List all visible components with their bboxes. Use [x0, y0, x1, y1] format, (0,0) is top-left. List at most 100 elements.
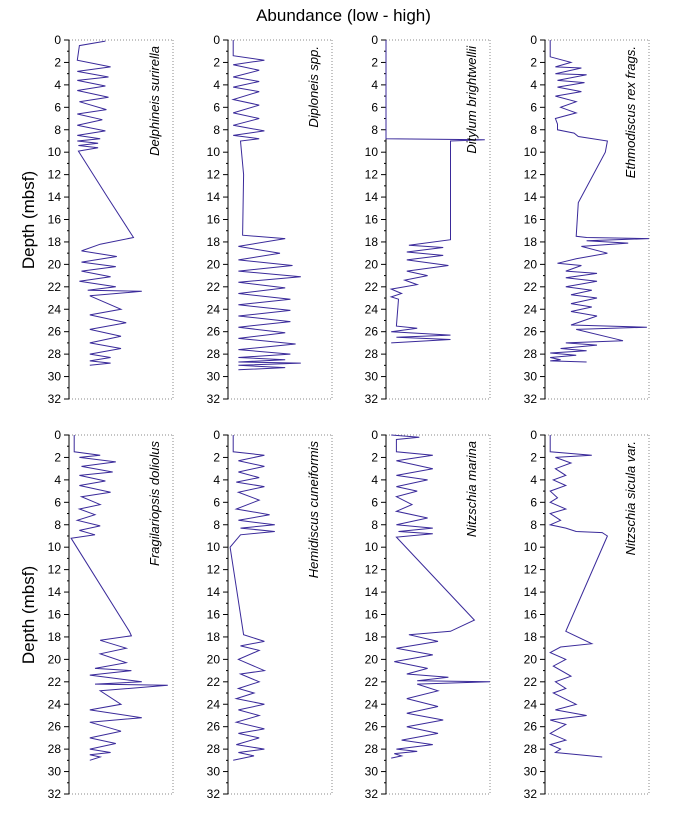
panel-hemidiscus-cuneiformis: 02468101214161820222426283032Hemidiscus …: [207, 428, 333, 801]
y-tick-label: 30: [524, 370, 538, 384]
y-tick-label: 30: [207, 370, 221, 384]
y-tick-label: 0: [530, 428, 537, 442]
y-tick-label: 14: [365, 585, 379, 599]
y-axis-label-top: Depth (mbsf): [19, 171, 38, 269]
y-tick-label: 18: [48, 235, 62, 249]
y-tick-label: 28: [524, 347, 538, 361]
y-tick-label: 18: [207, 235, 221, 249]
y-tick-label: 16: [48, 213, 62, 227]
series-line-hemidiscus-cuneiformis: [229, 435, 275, 761]
y-tick-label: 4: [530, 78, 537, 92]
series-line-diploneis-spp: [231, 40, 301, 371]
y-tick-label: 20: [48, 652, 62, 666]
y-tick-label: 18: [207, 630, 221, 644]
series-label: Hemidiscus cuneiformis: [306, 441, 321, 579]
y-tick-label: 12: [524, 563, 538, 577]
y-tick-label: 4: [213, 78, 220, 92]
y-tick-label: 4: [371, 473, 378, 487]
y-tick-label: 32: [524, 392, 538, 406]
y-tick-label: 4: [530, 473, 537, 487]
y-tick-label: 24: [207, 302, 221, 316]
series-label: Nitzschia marina: [464, 441, 479, 537]
y-tick-label: 20: [524, 257, 538, 271]
y-tick-label: 32: [207, 787, 221, 801]
y-tick-label: 24: [48, 697, 62, 711]
y-tick-label: 12: [365, 168, 379, 182]
y-tick-label: 22: [365, 675, 379, 689]
y-tick-label: 10: [365, 540, 379, 554]
y-tick-label: 26: [524, 720, 538, 734]
y-tick-label: 8: [530, 123, 537, 137]
series-line-nitzschia-sicula-var: [548, 435, 609, 758]
y-tick-label: 8: [371, 518, 378, 532]
y-tick-label: 16: [524, 213, 538, 227]
y-tick-label: 16: [48, 608, 62, 622]
y-tick-label: 16: [524, 608, 538, 622]
y-tick-label: 8: [371, 123, 378, 137]
y-tick-label: 20: [48, 257, 62, 271]
series-line-ethmodiscus-rex-frags: [549, 40, 650, 363]
y-tick-label: 14: [207, 585, 221, 599]
y-tick-label: 8: [213, 123, 220, 137]
y-tick-label: 18: [524, 235, 538, 249]
y-tick-label: 28: [48, 347, 62, 361]
y-tick-label: 26: [524, 325, 538, 339]
y-tick-label: 18: [365, 630, 379, 644]
y-tick-label: 10: [365, 145, 379, 159]
y-tick-label: 16: [365, 213, 379, 227]
y-tick-label: 2: [371, 450, 378, 464]
series-label: Nitzschia sicula var.: [623, 441, 638, 555]
y-tick-label: 30: [48, 370, 62, 384]
y-tick-label: 30: [48, 765, 62, 779]
y-tick-label: 32: [207, 392, 221, 406]
y-tick-label: 4: [371, 78, 378, 92]
series-label: Fragilariopsis doliolus: [147, 441, 162, 566]
y-tick-label: 14: [524, 585, 538, 599]
y-tick-label: 16: [207, 213, 221, 227]
y-tick-label: 2: [213, 55, 220, 69]
y-tick-label: 0: [54, 428, 61, 442]
y-tick-label: 26: [207, 720, 221, 734]
y-tick-label: 18: [524, 630, 538, 644]
y-tick-label: 10: [207, 540, 221, 554]
series-line-nitzschia-marina: [391, 434, 491, 759]
y-tick-label: 0: [371, 428, 378, 442]
series-label: Ditylum brightwellii: [464, 45, 479, 154]
series-label: Ethmodiscus rex frags.: [623, 46, 638, 178]
y-tick-label: 12: [48, 563, 62, 577]
y-tick-label: 24: [365, 302, 379, 316]
y-tick-label: 6: [371, 495, 378, 509]
y-tick-label: 16: [207, 608, 221, 622]
y-tick-label: 10: [48, 540, 62, 554]
y-tick-label: 12: [365, 563, 379, 577]
y-tick-label: 26: [48, 720, 62, 734]
y-tick-label: 20: [365, 652, 379, 666]
y-tick-label: 20: [207, 257, 221, 271]
y-tick-label: 24: [365, 697, 379, 711]
y-tick-label: 14: [207, 190, 221, 204]
y-tick-label: 24: [524, 302, 538, 316]
panel-ethmodiscus-rex-frags: 02468101214161820222426283032Ethmodiscus…: [524, 33, 650, 406]
y-tick-label: 32: [48, 392, 62, 406]
y-tick-label: 20: [524, 652, 538, 666]
y-tick-label: 6: [530, 100, 537, 114]
y-tick-label: 22: [365, 280, 379, 294]
y-tick-label: 2: [530, 55, 537, 69]
y-tick-label: 28: [207, 742, 221, 756]
y-tick-label: 30: [365, 765, 379, 779]
y-tick-label: 18: [365, 235, 379, 249]
y-tick-label: 22: [207, 280, 221, 294]
y-tick-label: 14: [365, 190, 379, 204]
y-tick-label: 0: [213, 428, 220, 442]
y-tick-label: 26: [207, 325, 221, 339]
y-tick-label: 22: [207, 675, 221, 689]
y-tick-label: 14: [48, 190, 62, 204]
y-tick-label: 26: [365, 325, 379, 339]
y-tick-label: 6: [530, 495, 537, 509]
y-tick-label: 12: [207, 563, 221, 577]
y-tick-label: 22: [524, 675, 538, 689]
y-tick-label: 2: [213, 450, 220, 464]
y-tick-label: 4: [54, 473, 61, 487]
y-tick-label: 6: [213, 495, 220, 509]
